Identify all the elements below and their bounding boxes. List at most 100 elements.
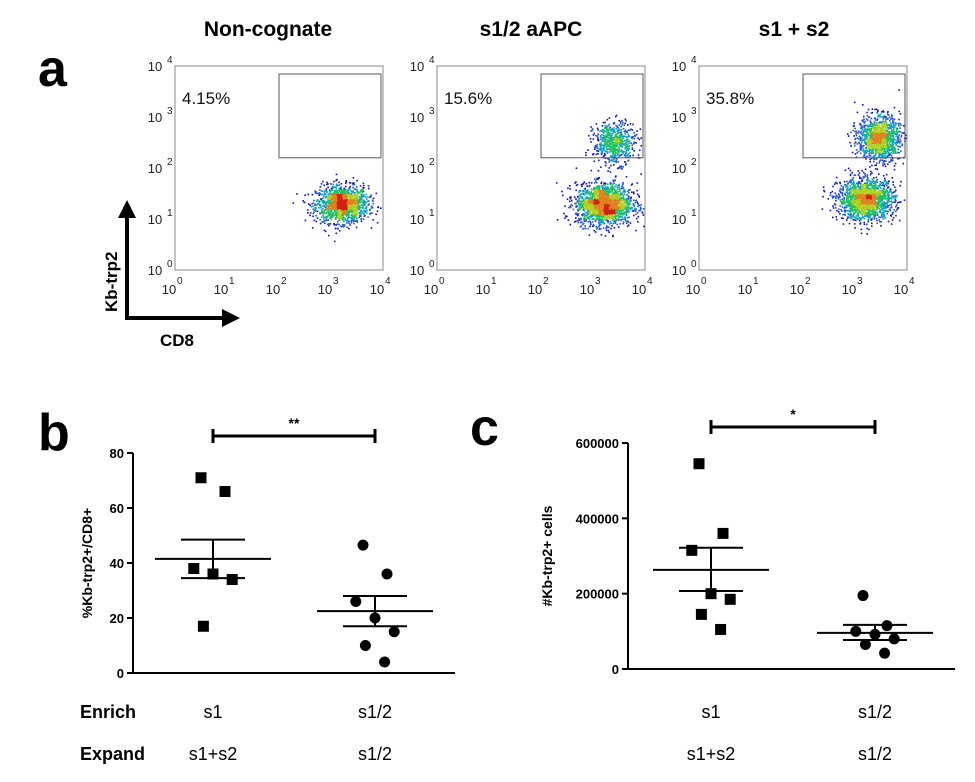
flow-dot [338,201,341,204]
flow-dot [613,148,615,151]
flow-dot [321,221,323,223]
flow-dot [343,216,345,219]
flow-dot [370,195,372,198]
flow-dot [583,181,586,183]
flow-dot [600,215,603,218]
flow-dot [598,223,601,226]
flow-dot [618,148,620,150]
flow-dot [600,147,602,150]
flow-dot [331,214,334,216]
flow-dot [609,134,612,137]
flow-dot [321,211,324,214]
flow-dot [612,146,614,148]
flow-plot-title: s1 + s2 [759,18,830,41]
flow-dot [603,199,606,202]
flow-dot [866,215,868,217]
flow-dot [614,194,616,197]
flow-dot [882,192,885,194]
flow-dot [319,212,321,215]
flow-dot [587,196,590,199]
flow-dot [327,197,329,199]
flow-dot [584,225,586,227]
flow-dot [584,203,586,206]
flow-dot [349,193,351,196]
flow-dot [613,137,616,140]
flow-dot [886,192,889,195]
flow-dot [585,190,587,192]
flow-dot [614,203,617,205]
flow-dot [337,198,339,201]
flow-dot [615,145,618,147]
flow-dot [849,199,852,202]
flow-dot [334,213,337,215]
flow-dot [625,145,627,147]
flow-dot [853,181,855,183]
flow-dot [884,192,886,194]
flow-dot [884,203,887,205]
flow-dot [327,207,329,210]
flow-dot [606,148,609,150]
flow-dot [599,208,601,211]
flow-dot [596,216,598,219]
flow-dot [349,207,352,209]
flow-dot [598,148,600,150]
flow-dot [880,182,883,184]
flow-dot [622,194,625,196]
y-tick-label: 10 [410,110,424,125]
flow-dot [598,210,601,213]
flow-dot [313,199,315,202]
flow-dot [585,154,587,157]
flow-dot [640,145,642,147]
flow-dot [607,203,610,205]
flow-dot [304,194,306,196]
flow-dot [616,142,618,145]
flow-dot [595,204,597,207]
flow-dot [343,212,345,214]
flow-dot [577,221,580,224]
flow-dot [349,182,352,184]
flow-dot [619,198,621,200]
flow-dot [592,225,594,228]
flow-dot [321,201,324,204]
flow-dot [627,149,630,152]
flow-dot [347,217,349,220]
flow-dot [615,161,617,164]
flow-dot [884,193,887,195]
flow-dot [574,182,576,184]
flow-dot [325,189,327,192]
flow-dot [616,208,618,210]
flow-dot [578,199,581,201]
flow-dot [851,179,853,181]
flow-dot [579,207,581,209]
flow-dot [598,227,601,229]
flow-dot [315,214,317,217]
flow-dot [858,219,861,222]
flow-dot [591,206,594,209]
flow-dot [339,192,342,194]
flow-dot [873,188,876,190]
flow-dot [614,198,617,201]
flow-dot [323,194,325,196]
flow-dot [333,223,335,225]
flow-dot [359,208,361,211]
flow-dot [602,155,605,158]
flow-dot [885,202,887,204]
flow-dot [318,201,321,203]
flow-dot [591,130,593,132]
flow-dot [320,183,323,185]
flow-dot [332,214,335,217]
flow-dot [635,208,637,210]
flow-dot [608,202,611,204]
flow-dot [867,216,870,219]
flow-dot [613,164,615,166]
flow-dot [332,201,335,204]
flow-dot [332,199,335,202]
flow-dot [633,209,636,212]
flow-dot [884,179,887,182]
flow-dot [842,202,845,204]
flow-dot [619,208,621,210]
flow-dot [346,197,349,199]
flow-dot [370,227,373,229]
flow-dot [360,210,362,212]
